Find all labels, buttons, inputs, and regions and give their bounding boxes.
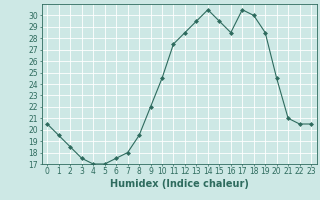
X-axis label: Humidex (Indice chaleur): Humidex (Indice chaleur) — [110, 179, 249, 189]
